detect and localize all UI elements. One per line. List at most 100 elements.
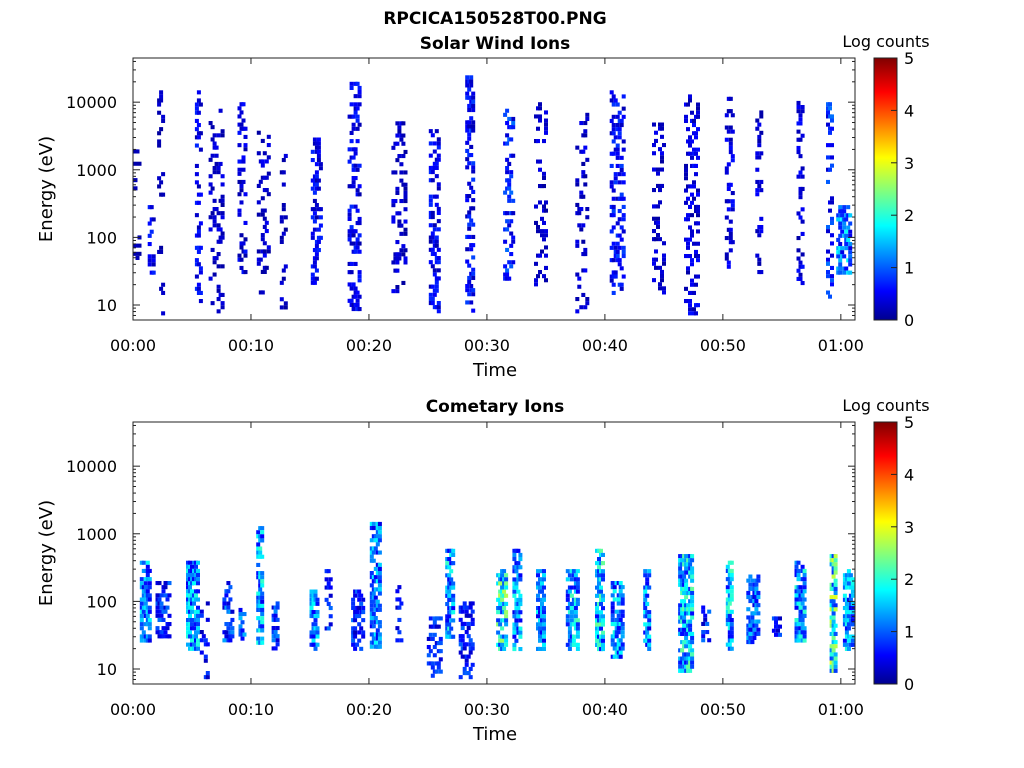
- count-cell: [609, 98, 614, 103]
- count-cell: [505, 121, 510, 126]
- count-cell: [730, 113, 735, 118]
- count-cell: [468, 650, 473, 655]
- count-cell: [451, 597, 456, 602]
- count-cell: [726, 162, 731, 167]
- count-cell: [161, 634, 166, 639]
- count-cell: [611, 225, 616, 230]
- count-cell: [466, 626, 471, 631]
- count-cell: [391, 219, 396, 224]
- count-cell: [850, 618, 855, 623]
- count-cell: [575, 589, 580, 594]
- count-cell: [139, 577, 144, 582]
- count-cell: [680, 558, 685, 563]
- count-cell: [203, 638, 208, 643]
- count-cell: [575, 581, 580, 586]
- colorbar-tick-label: 5: [904, 413, 914, 432]
- count-cell: [198, 131, 203, 136]
- count-cell: [840, 250, 845, 255]
- count-cell: [237, 114, 242, 119]
- count-cell: [830, 233, 834, 238]
- count-cell: [595, 561, 599, 566]
- count-cell: [351, 114, 356, 119]
- count-cell: [542, 593, 546, 598]
- count-cell: [426, 645, 431, 650]
- count-cell: [205, 675, 210, 680]
- count-cell: [196, 642, 200, 647]
- count-cell: [210, 301, 215, 306]
- count-cell: [611, 123, 616, 128]
- count-cell: [684, 254, 688, 259]
- count-cell: [212, 198, 217, 203]
- count-cell: [844, 266, 849, 271]
- count-cell: [844, 585, 849, 590]
- count-cell: [728, 109, 733, 114]
- count-cell: [748, 635, 753, 640]
- count-cell: [500, 642, 505, 647]
- count-cell: [757, 155, 762, 160]
- count-cell: [243, 147, 248, 152]
- count-cell: [196, 560, 200, 565]
- y-tick-label: 1000: [76, 161, 117, 180]
- count-cell: [159, 94, 164, 99]
- count-cell: [579, 207, 584, 212]
- count-cell: [212, 219, 217, 224]
- count-cell: [616, 630, 621, 635]
- count-cell: [230, 617, 235, 622]
- count-cell: [359, 593, 364, 598]
- count-cell: [544, 253, 548, 258]
- count-cell: [355, 642, 360, 647]
- count-cell: [243, 249, 248, 254]
- count-cell: [464, 658, 469, 663]
- count-cell: [397, 154, 402, 159]
- count-cell: [318, 215, 323, 220]
- count-cell: [575, 243, 580, 248]
- count-cell: [643, 606, 648, 611]
- count-cell: [581, 239, 586, 244]
- count-cell: [351, 155, 356, 160]
- count-cell: [432, 223, 437, 228]
- count-cell: [571, 634, 576, 639]
- count-cell: [730, 207, 735, 212]
- count-cell: [750, 640, 755, 645]
- count-cell: [842, 221, 847, 226]
- count-cell: [595, 610, 599, 615]
- count-cell: [210, 186, 215, 191]
- count-cell: [684, 578, 689, 583]
- count-cell: [470, 646, 475, 651]
- count-cell: [726, 264, 731, 269]
- count-cell: [401, 182, 406, 187]
- count-cell: [778, 624, 782, 629]
- count-cell: [315, 601, 320, 606]
- count-cell: [432, 149, 437, 154]
- count-cell: [504, 601, 509, 606]
- count-cell: [518, 593, 523, 598]
- count-cell: [353, 626, 358, 631]
- count-cell: [614, 609, 619, 614]
- count-cell: [542, 626, 546, 631]
- count-cell: [467, 234, 472, 239]
- count-cell: [375, 636, 380, 641]
- count-cell: [757, 122, 762, 127]
- count-cell: [436, 260, 441, 265]
- count-cell: [163, 630, 168, 635]
- count-cell: [462, 621, 467, 626]
- count-cell: [585, 112, 590, 117]
- count-cell: [445, 561, 450, 566]
- count-cell: [684, 644, 689, 649]
- count-cell: [239, 265, 244, 270]
- count-cell: [436, 206, 441, 211]
- count-cell: [347, 147, 352, 152]
- count-cell: [612, 654, 617, 659]
- count-cell: [147, 622, 152, 627]
- count-cell: [218, 227, 223, 232]
- count-cell: [802, 597, 807, 602]
- count-cell: [205, 642, 210, 647]
- count-cell: [509, 137, 514, 142]
- count-cell: [838, 233, 843, 238]
- count-cell: [690, 110, 694, 115]
- count-cell: [690, 278, 694, 283]
- count-cell: [314, 276, 319, 281]
- count-cell: [507, 260, 512, 265]
- count-cell: [188, 613, 192, 618]
